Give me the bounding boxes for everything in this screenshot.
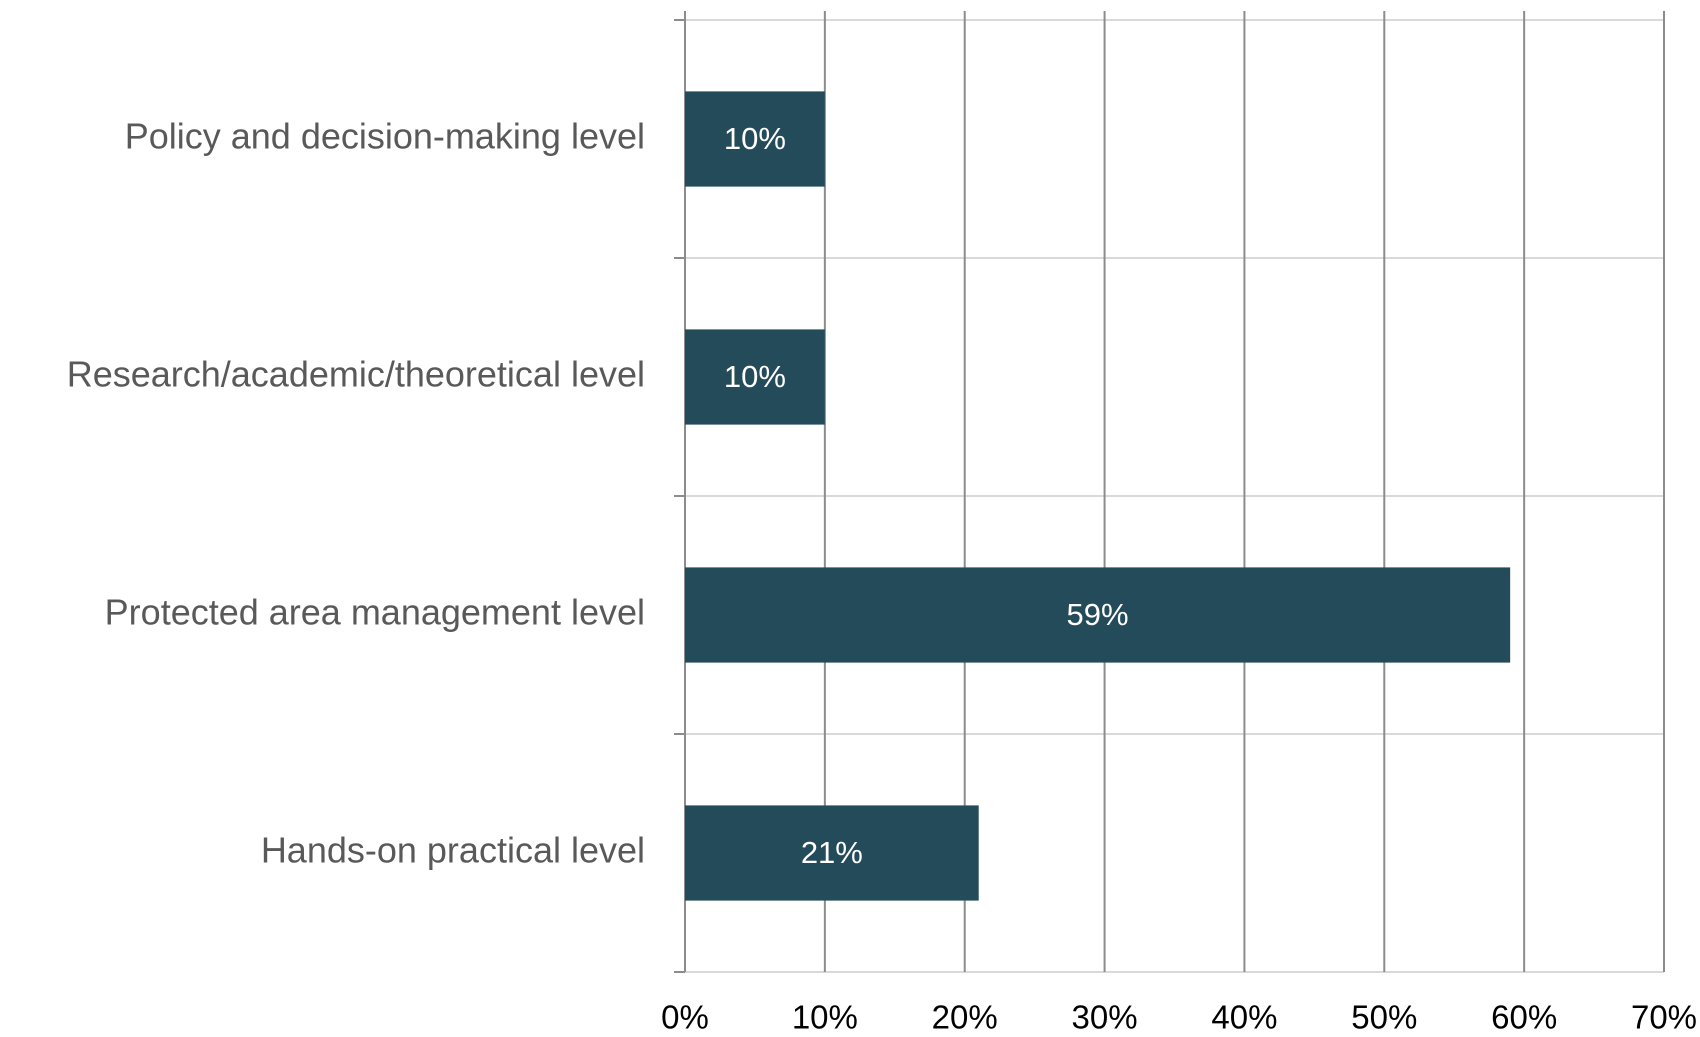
x-tick-label: 30% (1072, 999, 1138, 1036)
y-tick-label: Protected area management level (105, 592, 645, 633)
bar (685, 805, 979, 901)
bar (685, 91, 825, 187)
bar (685, 567, 1511, 663)
x-tick-label: 10% (792, 999, 858, 1036)
y-tick-label: Hands-on practical level (261, 830, 645, 871)
x-tick-label: 0% (661, 999, 709, 1036)
bar (685, 329, 825, 425)
value-label: 59% (1067, 597, 1129, 632)
y-tick-label: Research/academic/theoretical level (67, 354, 645, 395)
y-tick-label: Policy and decision-making level (125, 116, 645, 157)
value-label: 10% (724, 359, 786, 394)
value-label: 21% (801, 835, 863, 870)
x-tick-label: 20% (932, 999, 998, 1036)
x-tick-label: 70% (1631, 999, 1697, 1036)
value-label: 10% (724, 121, 786, 156)
x-tick-label: 60% (1491, 999, 1557, 1036)
x-tick-label: 50% (1351, 999, 1417, 1036)
x-tick-label: 40% (1211, 999, 1277, 1036)
